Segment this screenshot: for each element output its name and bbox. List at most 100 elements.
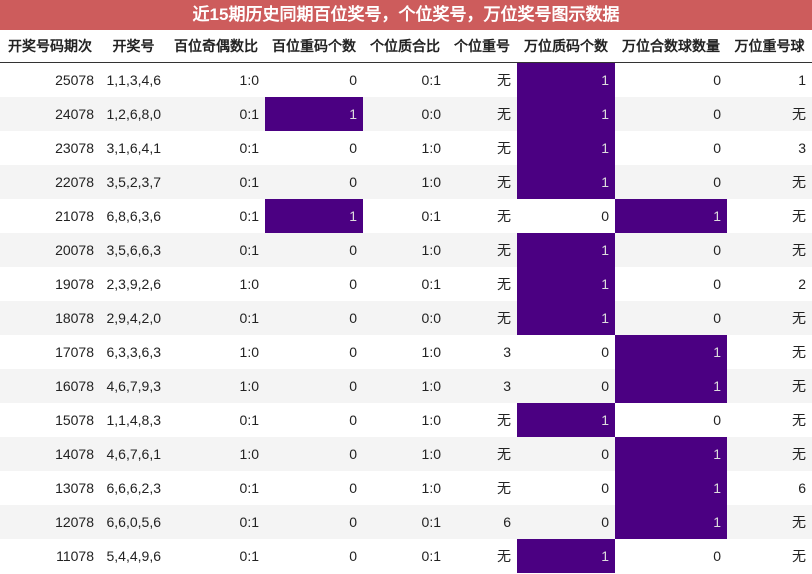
table-cell: 3,5,6,6,3 — [100, 233, 167, 267]
table-cell: 6 — [798, 480, 806, 496]
table-cell: 无 — [727, 505, 812, 539]
table-cell: 6,6,0,5,6 — [100, 505, 167, 539]
table-cell: 1 — [517, 233, 615, 267]
column-header: 个位重号 — [447, 30, 517, 63]
table-cell: 无 — [497, 140, 511, 156]
column-header: 个位质合比 — [363, 30, 447, 63]
table-cell: 4,6,7,6,1 — [100, 437, 167, 471]
table-cell: 无 — [727, 97, 812, 131]
table-cell: 0 — [601, 208, 609, 224]
table-cell: 0 — [349, 412, 357, 428]
table-cell: 1:0 — [239, 344, 259, 360]
table-cell: 0:1 — [239, 548, 259, 564]
table-cell: 0:1 — [239, 480, 259, 496]
table-cell: 无 — [497, 72, 511, 88]
table-cell: 无 — [792, 548, 806, 564]
table-cell: 0 — [265, 505, 363, 539]
table-cell: 2,3,9,2,6 — [106, 276, 162, 292]
table-row: 19078 2,3,9,2,6 1:0 0 0:1 无 1 0 2 — [0, 267, 812, 301]
table-cell: 0 — [713, 548, 721, 564]
table-cell: 无 — [497, 412, 511, 428]
table-cell: 无 — [727, 301, 812, 335]
table-cell: 1,2,6,8,0 — [100, 97, 167, 131]
table-cell: 0 — [713, 276, 721, 292]
column-header: 百位奇偶数比 — [167, 30, 265, 63]
table-cell: 12078 — [0, 505, 100, 539]
table-row: 16078 4,6,7,9,3 1:0 0 1:0 3 0 1 无 — [0, 369, 812, 403]
table-cell: 0 — [265, 301, 363, 335]
table-cell: 19078 — [55, 276, 94, 292]
table-cell: 11078 — [56, 548, 94, 564]
table-cell: 无 — [497, 480, 511, 496]
table-cell: 6,3,3,6,3 — [106, 344, 162, 360]
table-cell: 1:0 — [421, 140, 441, 156]
table-cell: 24078 — [0, 97, 100, 131]
table-cell: 1 — [615, 437, 727, 471]
table-cell: 1 — [517, 131, 615, 165]
table-cell: 1 — [615, 199, 727, 233]
table-cell: 1 — [615, 369, 727, 403]
table-cell: 无 — [497, 548, 511, 564]
table-cell: 0 — [265, 369, 363, 403]
table-cell: 1:0 — [421, 412, 441, 428]
table-cell: 0:0 — [363, 97, 447, 131]
table-cell: 0 — [265, 165, 363, 199]
table-cell: 0:1 — [167, 97, 265, 131]
table-cell: 0:1 — [167, 301, 265, 335]
table-row: 18078 2,9,4,2,0 0:1 0 0:0 无 1 0 无 — [0, 301, 812, 335]
table-cell: 18078 — [0, 301, 100, 335]
table-cell: 4,6,7,9,3 — [100, 369, 167, 403]
table-cell: 无 — [792, 412, 806, 428]
table-cell: 1 — [798, 72, 806, 88]
table-cell: 1:0 — [167, 369, 265, 403]
table-cell: 1 — [517, 165, 615, 199]
table-cell: 1:0 — [363, 165, 447, 199]
table-cell: 无 — [447, 233, 517, 267]
table-cell: 无 — [792, 208, 806, 224]
table-cell: 1:0 — [421, 344, 441, 360]
table-cell: 0:1 — [421, 548, 441, 564]
table-cell: 13078 — [55, 480, 94, 496]
table-cell: 0:1 — [167, 233, 265, 267]
table-cell: 2 — [798, 276, 806, 292]
table-cell: 15078 — [55, 412, 94, 428]
table-cell: 23078 — [55, 140, 94, 156]
table-cell: 0:1 — [239, 140, 259, 156]
title: 近15期历史同期百位奖号，个位奖号，万位奖号图示数据 — [0, 0, 812, 30]
table-cell: 无 — [497, 276, 511, 292]
table-cell: 3 — [447, 369, 517, 403]
table-cell: 0 — [713, 140, 721, 156]
table-cell: 0:1 — [421, 208, 441, 224]
table-cell: 无 — [727, 233, 812, 267]
table-cell: 1 — [517, 97, 615, 131]
table-cell: 0 — [517, 505, 615, 539]
table-row: 17078 6,3,3,6,3 1:0 0 1:0 3 0 1 无 — [0, 335, 812, 369]
table-cell: 6,8,6,3,6 — [106, 208, 162, 224]
table-cell: 无 — [497, 208, 511, 224]
table-cell: 3 — [503, 344, 511, 360]
table-cell: 6,6,6,2,3 — [106, 480, 162, 496]
table-cell: 3,5,2,3,7 — [100, 165, 167, 199]
table-cell: 1 — [517, 403, 615, 437]
table-row: 13078 6,6,6,2,3 0:1 0 1:0 无 0 1 6 — [0, 471, 812, 505]
table-cell: 0 — [349, 276, 357, 292]
table-cell: 0 — [615, 165, 727, 199]
table-cell: 1:0 — [167, 437, 265, 471]
table-cell: 0 — [601, 344, 609, 360]
table-cell: 1:0 — [421, 480, 441, 496]
table-cell: 3,1,6,4,1 — [106, 140, 162, 156]
table-cell: 1:0 — [239, 276, 259, 292]
table-cell: 1:0 — [363, 369, 447, 403]
table-cell: 6 — [447, 505, 517, 539]
table-cell: 5,4,4,9,6 — [106, 548, 162, 564]
table-cell: 0:1 — [239, 208, 259, 224]
table-cell: 无 — [727, 437, 812, 471]
table-cell: 0 — [517, 437, 615, 471]
table-cell: 0:1 — [363, 505, 447, 539]
table-cell: 0 — [615, 97, 727, 131]
table-cell: 0:1 — [421, 72, 441, 88]
column-header: 开奖号 — [100, 30, 167, 63]
column-header: 百位重码个数 — [265, 30, 363, 63]
table-cell: 2,9,4,2,0 — [100, 301, 167, 335]
